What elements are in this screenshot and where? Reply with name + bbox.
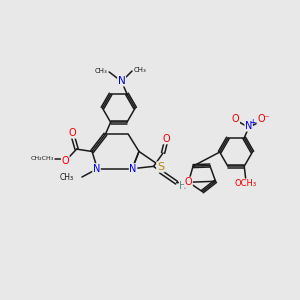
Text: H: H [179,181,187,191]
Text: O⁻: O⁻ [257,114,270,124]
Text: CH₃: CH₃ [134,67,146,73]
Text: O: O [162,134,170,144]
Text: O: O [232,114,239,124]
Text: CH₃: CH₃ [59,172,74,182]
Text: O: O [61,156,69,166]
Text: +: + [249,118,256,127]
Text: O: O [68,128,76,138]
Text: CH₃: CH₃ [95,68,108,74]
Text: CH₂CH₃: CH₂CH₃ [30,155,54,160]
Text: OCH₃: OCH₃ [235,179,257,188]
Text: O: O [184,177,192,187]
Text: N: N [93,164,100,174]
Text: N: N [245,121,252,131]
Text: N: N [118,76,125,86]
Text: N: N [129,164,137,174]
Text: S: S [157,162,164,172]
